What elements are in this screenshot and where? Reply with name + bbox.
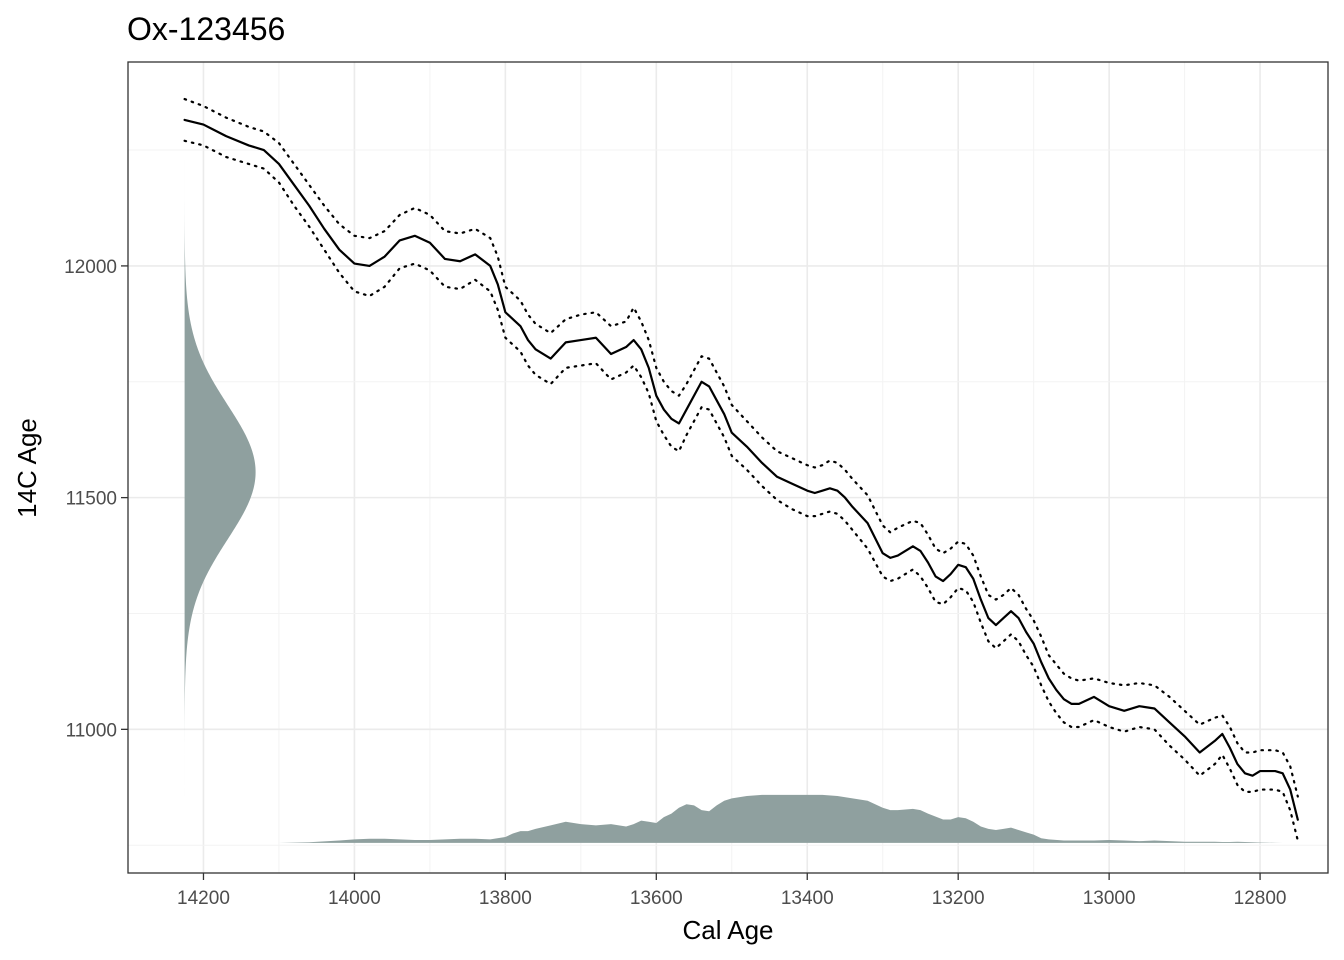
y-tick-label: 11500 xyxy=(66,489,117,510)
x-tick-label: 13000 xyxy=(1083,888,1136,909)
x-tick-label: 13600 xyxy=(630,888,683,909)
plot-panel-background xyxy=(128,62,1328,873)
calibration-curve-upper-line xyxy=(183,97,1299,798)
y-axis-title: 14C Age xyxy=(12,418,42,518)
radiocarbon-density-layer xyxy=(184,157,256,797)
calendar-density-layer xyxy=(184,794,1298,843)
y-axis: 11000 11500 12000 xyxy=(64,257,128,741)
chart-title: Ox-123456 xyxy=(127,11,285,47)
x-tick-label: 14200 xyxy=(177,888,230,909)
calibration-curve-mean-line xyxy=(183,118,1299,821)
plot-panel-border xyxy=(127,61,1329,874)
x-tick-label: 12800 xyxy=(1234,888,1287,909)
y-tick-label: 12000 xyxy=(64,257,117,278)
x-axis: 14200 14000 13800 13600 13400 13200 13000 12800 xyxy=(177,873,1286,909)
y-tick-label: 11000 xyxy=(66,720,117,741)
x-tick-label: 13800 xyxy=(479,888,532,909)
calibration-curve-lower-line xyxy=(183,139,1299,842)
calibration-curve-layer xyxy=(183,97,1299,842)
radiocarbon-density-area xyxy=(184,157,256,797)
x-axis-title: Cal Age xyxy=(682,915,773,945)
x-tick-label: 13400 xyxy=(781,888,834,909)
x-tick-label: 14000 xyxy=(328,888,381,909)
calendar-density-area xyxy=(184,794,1298,843)
x-tick-label: 13200 xyxy=(932,888,985,909)
